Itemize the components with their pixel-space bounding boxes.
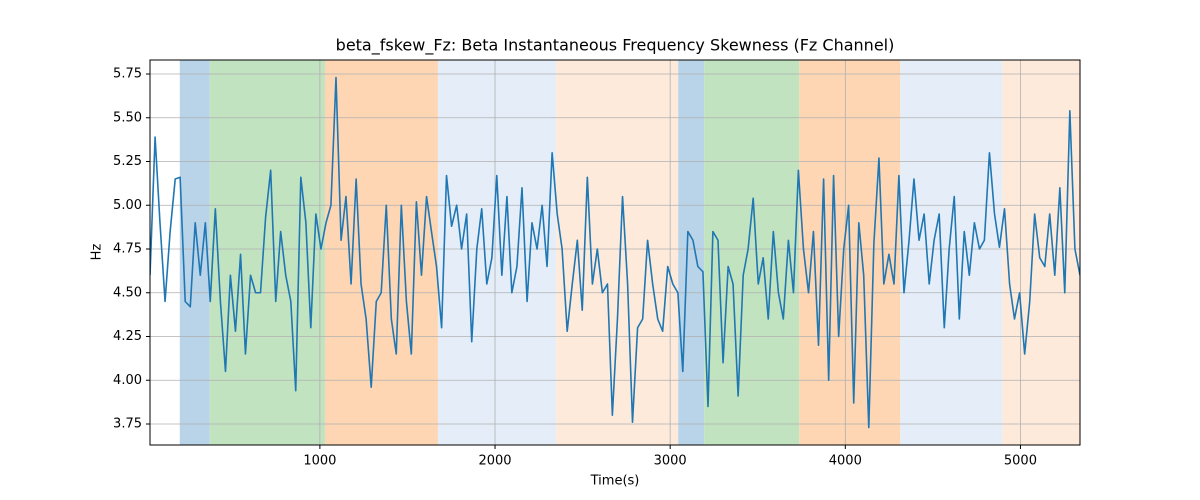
y-tick-label: 3.75: [113, 417, 142, 432]
x-tick-label: 1000: [303, 454, 336, 469]
shaded-span: [1002, 60, 1080, 445]
x-tick-label: 3000: [654, 454, 687, 469]
y-tick-label: 5.75: [113, 67, 142, 82]
plot-frame: [149, 59, 1081, 446]
y-tick-label: 5.50: [113, 110, 142, 125]
spans: [179, 60, 1080, 445]
plot-area: [150, 76, 1080, 429]
data-line: [150, 76, 1080, 429]
y-tick-label: 4.25: [113, 329, 142, 344]
y-axis-label: Hz: [90, 244, 105, 261]
chart-title: beta_fskew_Fz: Beta Instantaneous Freque…: [336, 36, 895, 56]
shaded-span: [900, 60, 1003, 445]
x-tick-label: 2000: [478, 454, 511, 469]
shaded-span: [179, 60, 210, 445]
shaded-span: [704, 60, 800, 445]
y-tick-label: 5.25: [113, 154, 142, 169]
x-tick-label: 5000: [1004, 454, 1037, 469]
shaded-span: [209, 60, 325, 445]
shaded-span: [678, 60, 705, 445]
y-tick-label: 5.00: [113, 198, 142, 213]
shaded-span: [437, 60, 557, 445]
y-tick-label: 4.75: [113, 242, 142, 257]
y-tick-label: 4.00: [113, 373, 142, 388]
x-axis-label: Time(s): [590, 474, 640, 489]
grid: [150, 60, 1080, 445]
y-tick-label: 4.50: [113, 285, 142, 300]
axes: 1000 2000 3000 4000 5000 3.75 4.00 4.25 4.50 4.75…: [113, 59, 1081, 469]
x-tick-label: 4000: [829, 454, 862, 469]
